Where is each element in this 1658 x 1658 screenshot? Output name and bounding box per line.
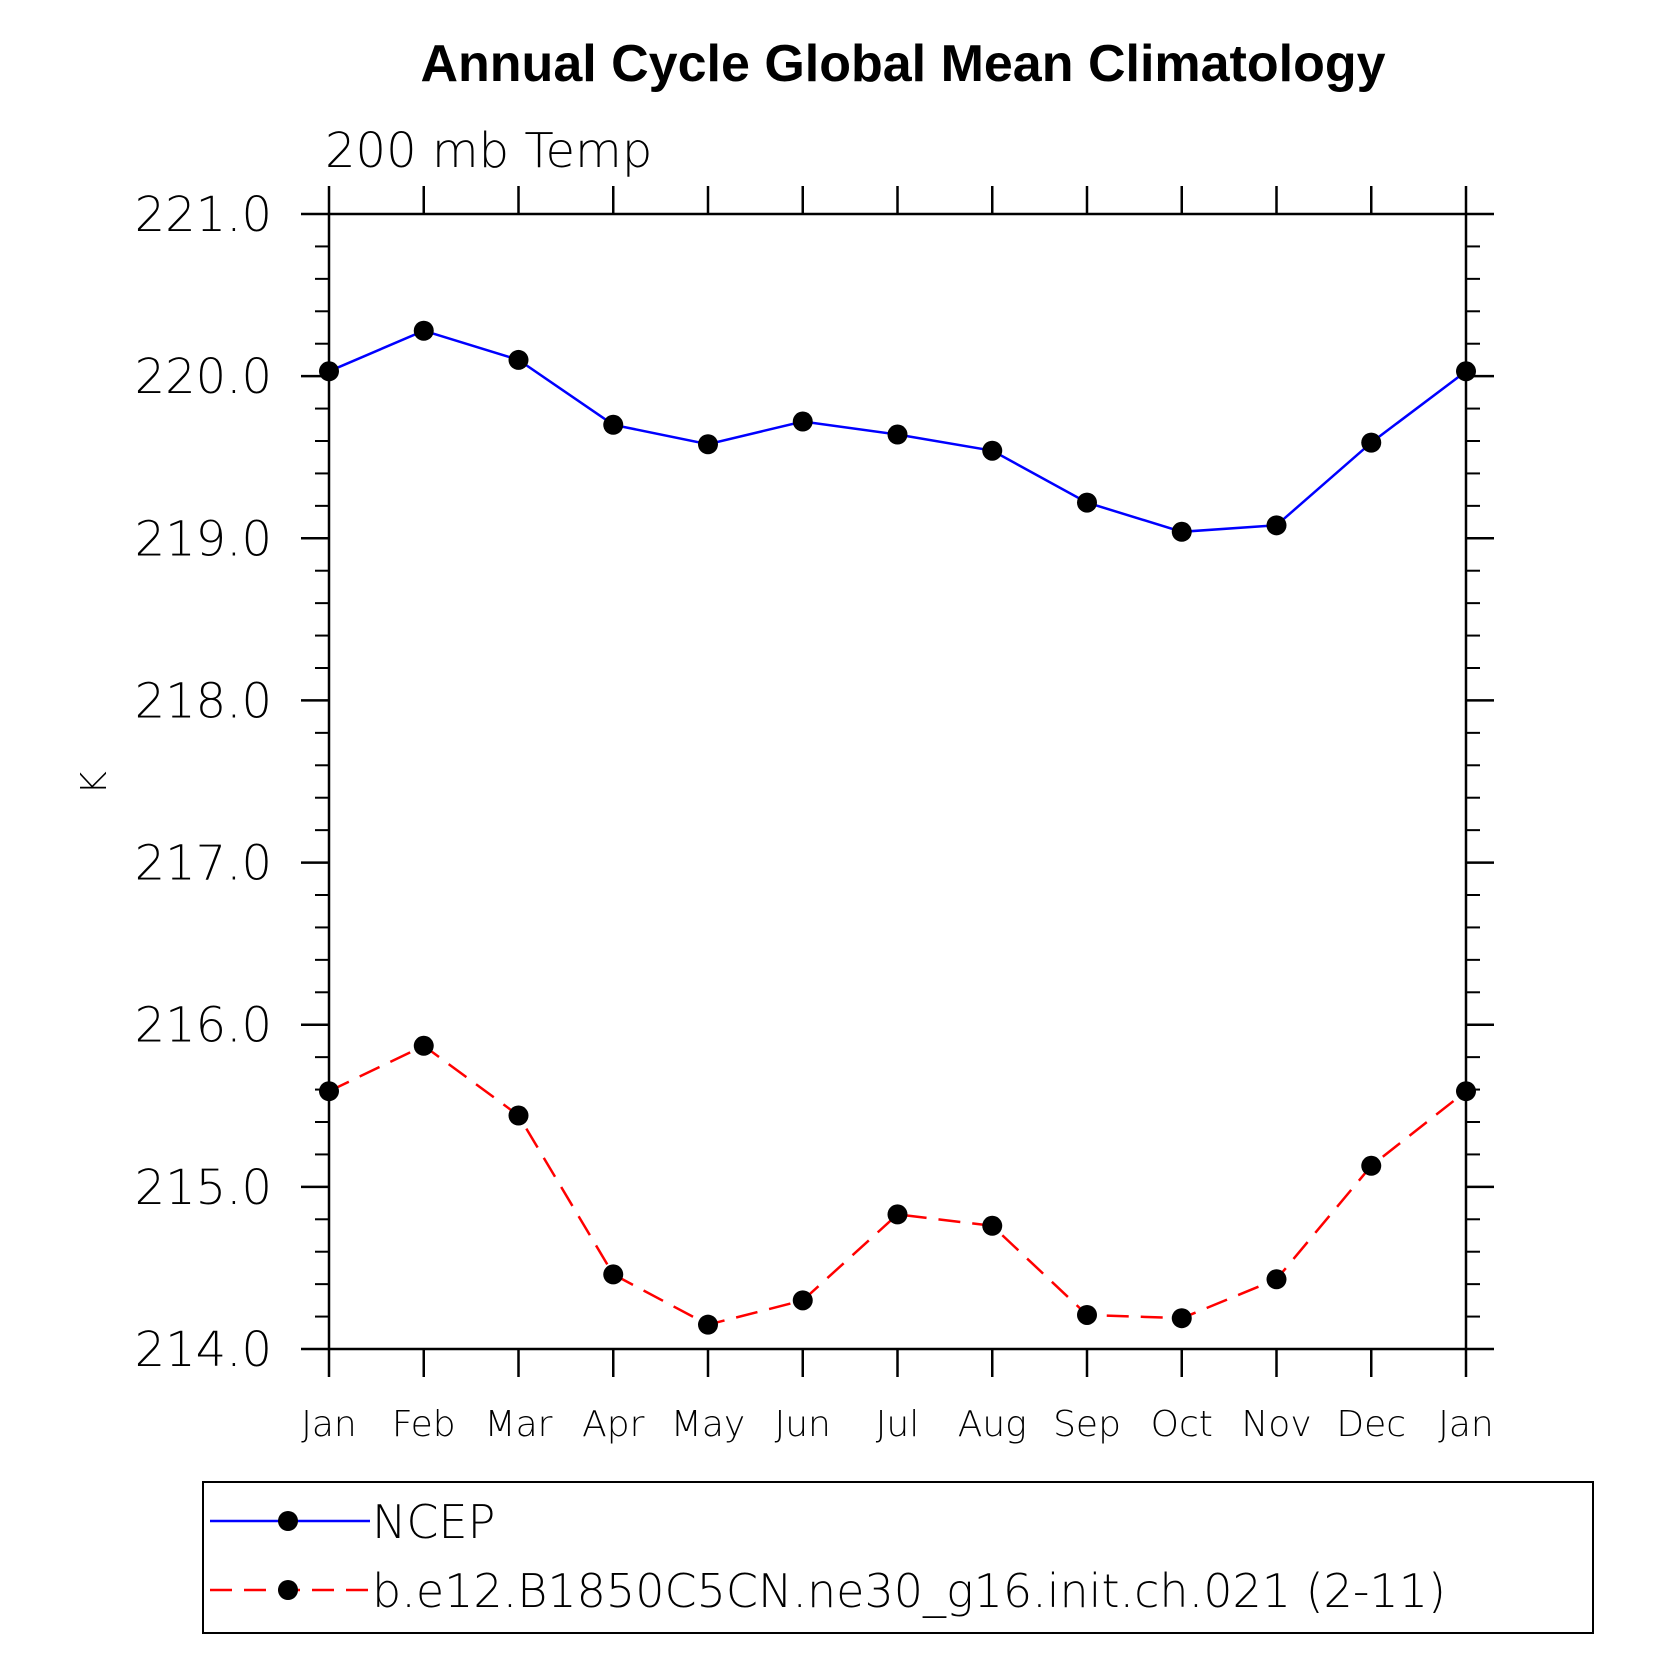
x-tick-label: Feb bbox=[392, 1404, 456, 1445]
y-tick-label: 217.0 bbox=[135, 836, 272, 892]
series-0-point bbox=[1077, 492, 1097, 513]
x-tick-label: Nov bbox=[1241, 1404, 1311, 1445]
series-1-point bbox=[698, 1314, 718, 1335]
series-1-point bbox=[982, 1215, 1003, 1236]
legend-label-0: NCEP bbox=[372, 1495, 495, 1549]
chart-title: Annual Cycle Global Mean Climatology bbox=[420, 35, 1385, 93]
x-tick-label: Sep bbox=[1053, 1404, 1121, 1445]
legend: NCEP b.e12.B1850C5CN.ne30_g16.init.ch.021… bbox=[202, 1481, 1594, 1634]
y-tick-label: 216.0 bbox=[135, 998, 272, 1054]
series-0-point bbox=[508, 349, 529, 370]
x-tick-label: Jan bbox=[1438, 1404, 1494, 1445]
series-1-point bbox=[1077, 1304, 1097, 1325]
series-1-point bbox=[1171, 1308, 1192, 1329]
series-0-point bbox=[1171, 521, 1192, 542]
plot-series bbox=[319, 320, 1476, 1335]
series-1-point bbox=[413, 1035, 434, 1056]
series-0-point bbox=[1266, 515, 1287, 536]
x-tick-label: Apr bbox=[582, 1404, 644, 1445]
legend-box bbox=[202, 1481, 1594, 1634]
series-0-point bbox=[982, 440, 1003, 461]
y-tick-label: 215.0 bbox=[135, 1160, 272, 1216]
x-tick-label: Oct bbox=[1151, 1404, 1213, 1445]
x-tick-label: Dec bbox=[1336, 1404, 1406, 1445]
y-tick-label: 219.0 bbox=[135, 511, 272, 567]
series-1-point bbox=[1361, 1155, 1382, 1176]
series-1-point bbox=[603, 1264, 624, 1285]
legend-label-1: b.e12.B1850C5CN.ne30_g16.init.ch.021 (2-… bbox=[372, 1564, 1446, 1618]
y-tick-label: 218.0 bbox=[135, 673, 272, 729]
legend-marker-0 bbox=[278, 1511, 298, 1531]
x-tick-label: May bbox=[671, 1404, 745, 1445]
x-tick-label: Jun bbox=[775, 1404, 831, 1445]
legend-marker-1 bbox=[278, 1580, 298, 1600]
x-tick-label: Jul bbox=[876, 1404, 919, 1445]
series-0-point bbox=[887, 424, 908, 445]
y-tick-label: 221.0 bbox=[135, 187, 272, 243]
series-0-point bbox=[698, 434, 718, 455]
series-0-point bbox=[603, 414, 624, 435]
series-0-point bbox=[1361, 432, 1382, 453]
y-tick-label: 214.0 bbox=[135, 1322, 272, 1378]
series-1-point bbox=[1266, 1269, 1287, 1290]
series-1-point bbox=[508, 1105, 529, 1126]
series-1-point bbox=[792, 1290, 813, 1311]
series-0-point bbox=[413, 320, 434, 341]
y-tick-label: 220.0 bbox=[135, 349, 272, 405]
axis-ticks: Jan Feb Mar Apr May Jun Jul Aug Sep Oct Nov Dec Jan 2… bbox=[135, 186, 1494, 1445]
x-tick-label: Jan bbox=[301, 1404, 357, 1445]
series-1-point bbox=[887, 1204, 908, 1225]
x-tick-label: Mar bbox=[485, 1404, 553, 1445]
plot-frame bbox=[327, 212, 1468, 1351]
x-tick-label: Aug bbox=[958, 1404, 1027, 1445]
series-0-point bbox=[792, 411, 813, 432]
chart-subtitle: 200 mb Temp bbox=[325, 123, 652, 179]
series-line-1 bbox=[328, 1044, 1467, 1327]
y-axis-label: K bbox=[74, 771, 115, 795]
